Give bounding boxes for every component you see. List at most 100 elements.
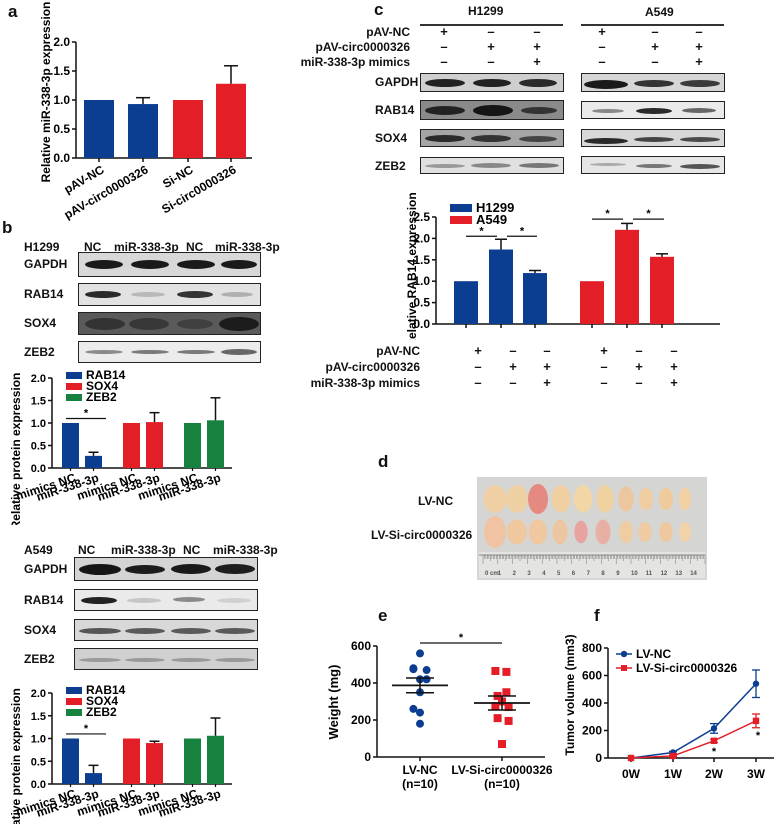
y-tick-label: 2.0 [413, 231, 430, 245]
tumor [483, 485, 507, 513]
tumor [595, 519, 611, 545]
significance-marker: * [646, 208, 651, 220]
n-label: (n=10) [402, 777, 438, 791]
significance-marker: * [520, 225, 525, 237]
y-tick-label: 1.0 [53, 93, 70, 107]
x-tick-label: 3W [747, 767, 766, 781]
legend-swatch [66, 698, 82, 705]
plus-sign: + [509, 359, 517, 374]
plus-sign: + [533, 54, 541, 69]
bar [216, 83, 246, 158]
plus-sign: + [543, 375, 551, 390]
tumor [596, 485, 614, 513]
chart-b-h1299-protein: Relative protein expression 0.0 0.5 1.0 1.5 2… [9, 368, 232, 525]
y-tick-label: 2.0 [31, 373, 46, 385]
x-tick-label: LV-NC [402, 763, 437, 777]
y-tick-label: 200 [582, 724, 602, 738]
legend-swatch [66, 372, 82, 379]
row-label-lv-nc: LV-NC [418, 494, 454, 508]
data-point [502, 667, 511, 676]
legend-label: LV-NC [636, 647, 671, 661]
blot-gapdh [74, 557, 258, 581]
minus-sign: – [651, 24, 659, 39]
ruler-label: 9 [616, 571, 620, 577]
bar [84, 100, 114, 158]
ruler-label: 4 [542, 571, 546, 577]
blot-rab14-a549 [581, 101, 725, 119]
blot-zeb2-h1299 [420, 157, 564, 174]
significance-marker: * [459, 632, 464, 644]
legend-swatch [66, 394, 82, 401]
protein-label: SOX4 [375, 131, 408, 145]
bar [173, 100, 203, 158]
protein-label: SOX4 [24, 623, 57, 637]
minus-sign: – [670, 343, 678, 358]
legend-label: ZEB2 [86, 390, 117, 404]
bar [207, 735, 224, 784]
blot-rab14 [78, 283, 261, 306]
cell-line-label-h1299: H1299 [468, 4, 504, 18]
data-point [502, 688, 511, 697]
minus-sign: – [474, 359, 482, 374]
minus-sign: – [635, 343, 643, 358]
bar [62, 423, 79, 468]
data-point [504, 716, 513, 725]
y-tick-label: 0.5 [53, 122, 70, 136]
data-point [710, 737, 718, 745]
plus-sign: + [474, 343, 482, 358]
y-tick-label: 1.0 [31, 734, 46, 746]
x-tick-label: 2W [705, 767, 724, 781]
panel-label-c: c [374, 0, 384, 19]
x-tick-label: LV-Si-circ0000326 [451, 763, 553, 777]
lane-label: miR-338-3p [114, 240, 179, 254]
y-tick-label: 1.5 [31, 396, 46, 408]
chart-b-a549-protein: Relative protein expression 0.0 0.5 1.0 1.5 2… [9, 683, 232, 824]
ruler-label: 13 [675, 571, 682, 577]
tumor [573, 485, 593, 513]
minus-sign: – [487, 54, 495, 69]
ruler-label: 10 [631, 571, 638, 577]
y-axis-label: Relative protein expression [9, 373, 23, 525]
minus-sign: – [635, 375, 643, 390]
data-point [491, 666, 500, 675]
minus-sign: – [651, 54, 659, 69]
significance-marker: * [84, 408, 89, 420]
ruler-label: 3 [527, 571, 531, 577]
bar [489, 249, 513, 324]
legend-swatch [66, 687, 82, 694]
data-point [416, 719, 424, 728]
divider-line [420, 24, 563, 26]
data-point [409, 665, 418, 674]
x-tick-label: Si-circ0000326 [159, 162, 239, 216]
y-axis-label: Tumor volume (mm3) [563, 634, 577, 755]
tumor [506, 485, 528, 513]
plus-sign: + [635, 359, 643, 374]
minus-sign: – [598, 39, 606, 54]
y-tick-label: 1.5 [413, 253, 430, 267]
y-tick-label: 1.0 [31, 418, 46, 430]
protein-label: RAB14 [375, 103, 415, 117]
lane-label: NC [186, 240, 204, 254]
x-tick-label: 0W [622, 767, 641, 781]
lane-label: miR-338-3p [213, 543, 278, 557]
protein-label: RAB14 [24, 593, 64, 607]
blot-zeb2 [78, 341, 261, 363]
tumor [679, 522, 691, 542]
legend-swatch [450, 216, 472, 224]
lane-label: miR-338-3p [215, 240, 280, 254]
bar [146, 743, 163, 784]
legend-label: ZEB2 [86, 705, 117, 719]
minus-sign: – [487, 24, 495, 39]
minus-sign: – [533, 24, 541, 39]
ruler-label: 1 [498, 571, 502, 577]
y-tick-label: 600 [351, 639, 371, 653]
cell-line-label: H1299 [24, 240, 60, 254]
cell-line-label: A549 [24, 543, 53, 557]
y-tick-label: 0.0 [31, 463, 46, 475]
data-point [422, 666, 431, 675]
tumor [678, 487, 692, 511]
lane-label: NC [78, 543, 96, 557]
protein-label: GAPDH [375, 75, 419, 89]
panel-label-e: e [378, 606, 388, 625]
